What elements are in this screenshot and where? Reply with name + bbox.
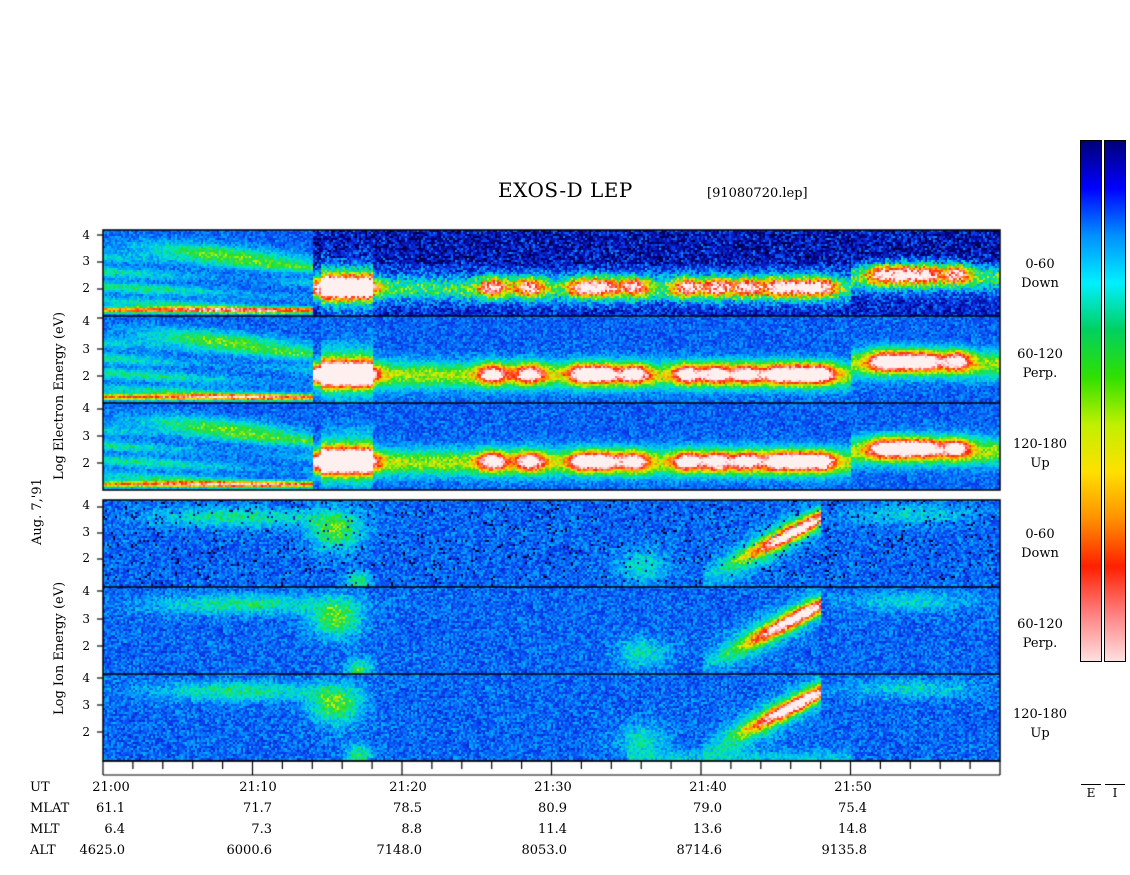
channel-label: 120-180 Up bbox=[1012, 437, 1068, 471]
colorbar-label: E bbox=[1081, 784, 1101, 802]
y-tick: 4 bbox=[82, 671, 90, 685]
y-tick: 2 bbox=[82, 281, 90, 295]
time-axis-value: 21:20 bbox=[389, 780, 427, 795]
time-axis-value: 7148.0 bbox=[376, 843, 423, 858]
time-axis-value: 13.6 bbox=[693, 822, 722, 837]
y-tick: 2 bbox=[82, 369, 90, 383]
y-tick: 2 bbox=[82, 639, 90, 653]
time-axis-value: 9135.8 bbox=[821, 843, 868, 858]
channel-label: 60-120 Perp. bbox=[1017, 617, 1063, 651]
time-axis-value: 6000.6 bbox=[226, 843, 273, 858]
colorbar-electron: E bbox=[1080, 140, 1102, 802]
time-axis-value: 8053.0 bbox=[521, 843, 568, 858]
time-axis-value: 21:00 bbox=[92, 780, 130, 795]
y-tick: 3 bbox=[82, 342, 90, 356]
y-tick: 3 bbox=[82, 254, 90, 268]
mlt-row-label: MLT bbox=[30, 822, 60, 837]
time-axis-value: 71.7 bbox=[243, 801, 272, 816]
time-axis-value: 78.5 bbox=[393, 801, 422, 816]
channel-label: 120-180 Up bbox=[1012, 707, 1068, 741]
y-tick: 4 bbox=[82, 314, 90, 328]
y-tick: 4 bbox=[82, 498, 90, 512]
time-axis-value: 21:30 bbox=[534, 780, 572, 795]
y-tick: 2 bbox=[82, 725, 90, 739]
channel-label: 60-120 Perp. bbox=[1017, 347, 1063, 381]
time-axis-value: 21:50 bbox=[834, 780, 872, 795]
alt-row-label: ALT bbox=[30, 843, 56, 858]
channel-label: 0-60 Down bbox=[1021, 257, 1059, 291]
mlat-row-label: MLAT bbox=[30, 801, 70, 816]
time-axis-value: 21:40 bbox=[689, 780, 727, 795]
time-axis-value: 8.8 bbox=[401, 822, 422, 837]
ion-axis-label: Log Ion Energy (eV) bbox=[52, 581, 67, 715]
y-tick: 3 bbox=[82, 612, 90, 626]
time-axis-value: 21:10 bbox=[239, 780, 277, 795]
y-tick: 4 bbox=[82, 584, 90, 598]
time-axis-value: 75.4 bbox=[838, 801, 867, 816]
time-axis-value: 7.3 bbox=[251, 822, 272, 837]
colorbar-label: I bbox=[1105, 784, 1125, 802]
time-axis-value: 61.1 bbox=[96, 801, 125, 816]
y-tick: 4 bbox=[82, 401, 90, 415]
electron-axis-label: Log Electron Energy (eV) bbox=[52, 311, 67, 480]
channel-label: 0-60 Down bbox=[1021, 527, 1059, 561]
y-tick: 3 bbox=[82, 525, 90, 539]
y-tick: 3 bbox=[82, 698, 90, 712]
time-axis-value: 11.4 bbox=[538, 822, 567, 837]
time-axis-value: 79.0 bbox=[693, 801, 722, 816]
y-tick: 2 bbox=[82, 456, 90, 470]
time-axis-value: 4625.0 bbox=[79, 843, 126, 858]
ut-row-label: UT bbox=[30, 780, 50, 795]
colorbar-ion: I bbox=[1104, 140, 1126, 802]
time-axis-value: 8714.6 bbox=[676, 843, 723, 858]
y-tick: 2 bbox=[82, 551, 90, 565]
y-tick: 3 bbox=[82, 429, 90, 443]
y-tick: 4 bbox=[82, 228, 90, 242]
time-axis-value: 14.8 bbox=[838, 822, 867, 837]
time-axis-value: 6.4 bbox=[104, 822, 125, 837]
chart-title: EXOS-D LEP bbox=[498, 178, 633, 202]
time-axis-value: 80.9 bbox=[538, 801, 567, 816]
date-label: Aug. 7,'91 bbox=[30, 478, 45, 545]
file-name: [91080720.lep] bbox=[707, 186, 808, 201]
